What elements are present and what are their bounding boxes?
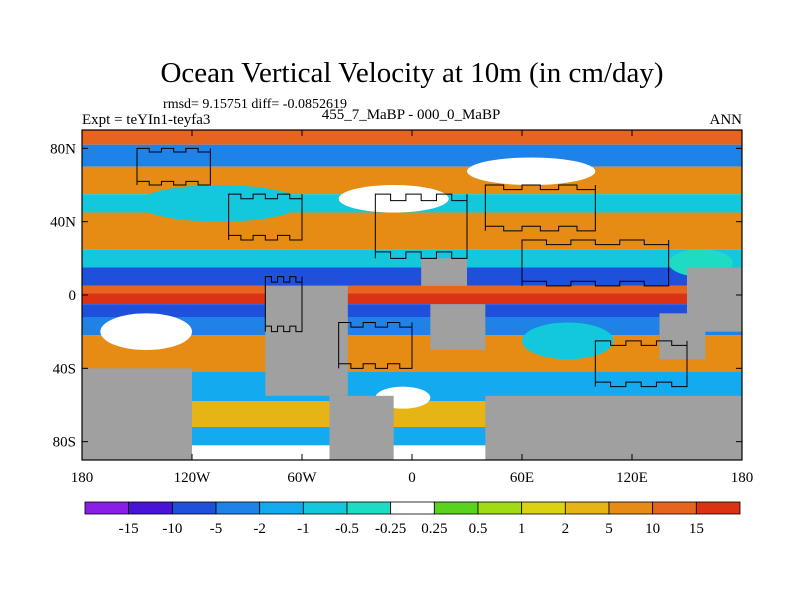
anomaly-patch-2 xyxy=(467,157,596,185)
x-tick-label: 120E xyxy=(616,470,648,486)
coastline-segment-5 xyxy=(521,239,670,287)
colorbar-label: 10 xyxy=(645,521,660,537)
colorbar-swatch xyxy=(84,501,130,515)
map-field xyxy=(82,130,742,460)
y-tick-label: 40N xyxy=(50,215,76,231)
y-axis: 80N 40N 0 40S 80S xyxy=(50,141,742,451)
colorbar-swatch xyxy=(171,501,217,515)
colorbar-swatch xyxy=(521,501,566,515)
land-mask-africa-north xyxy=(421,258,467,286)
x-tick-label: 180 xyxy=(731,470,754,486)
anomaly-patch-4 xyxy=(522,322,614,360)
colorbar-label: 2 xyxy=(562,521,570,537)
latitude-band-6 xyxy=(82,267,742,286)
colorbar-swatch xyxy=(695,501,741,515)
coastline-segment-4 xyxy=(484,184,596,232)
y-tick-label: 80N xyxy=(50,141,76,157)
x-tick-label: 0 xyxy=(408,470,416,486)
experiment-label: Expt = teYIn1-teyfa3 xyxy=(82,112,210,128)
x-tick-label: 60W xyxy=(287,470,317,486)
y-tick-label: 0 xyxy=(69,288,77,304)
colorbar-swatch xyxy=(433,501,479,515)
colorbar-label: -10 xyxy=(162,521,182,537)
colorbar-swatch xyxy=(477,501,523,515)
colorbar-swatch xyxy=(608,501,654,515)
colorbar-label: 5 xyxy=(605,521,613,537)
y-tick-label: 80S xyxy=(53,435,76,451)
colorbar-label: -0.5 xyxy=(335,521,359,537)
comparison-label: 455_7_MaBP - 000_0_MaBP xyxy=(322,107,501,123)
colorbar-swatch xyxy=(259,501,304,515)
chart-title: Ocean Vertical Velocity at 10m (in cm/da… xyxy=(160,57,663,89)
anomaly-patch-3 xyxy=(100,313,192,350)
colorbar-swatch xyxy=(128,501,173,515)
colorbar-label: -1 xyxy=(297,521,310,537)
anomaly-patch-1 xyxy=(338,185,449,213)
season-label: ANN xyxy=(710,112,743,128)
latitude-band-8 xyxy=(82,293,742,305)
colorbar-swatch xyxy=(346,501,392,515)
anomaly-patch-0 xyxy=(137,185,302,222)
coastline-segment-3 xyxy=(374,193,468,259)
colorbar-label: 0.25 xyxy=(421,521,447,537)
land-mask-south-america xyxy=(265,285,348,396)
latitude-band-7 xyxy=(82,285,742,294)
latitude-band-9 xyxy=(82,304,742,317)
land-mask-atlantic-south-land xyxy=(329,395,394,460)
colorbar-label: -2 xyxy=(253,521,266,537)
x-tick-label: 120W xyxy=(174,470,212,486)
land-mask-africa-south xyxy=(430,304,486,350)
colorbar-label: -15 xyxy=(119,521,139,537)
colorbar: -15 -10 -5 -2 -1 -0.5 -0.25 0.25 0.5 1 2 5 10 15 xyxy=(84,501,741,537)
x-tick-label: 60E xyxy=(510,470,534,486)
coastline-segment-7 xyxy=(594,340,688,388)
x-tick-label: 180 xyxy=(71,470,94,486)
colorbar-swatch xyxy=(652,501,697,515)
coastline-segment-1 xyxy=(228,193,303,241)
land-mask-asia-east xyxy=(687,267,742,332)
latitude-band-1 xyxy=(82,144,742,167)
latitude-band-0 xyxy=(82,130,742,145)
stats-label: rmsd= 9.15751 diff= -0.0852619 xyxy=(163,97,347,112)
colorbar-swatch xyxy=(302,501,348,515)
x-axis: 180 120W 60W 0 60E 120E 180 xyxy=(71,130,754,486)
colorbar-swatch xyxy=(215,501,261,515)
y-tick-label: 40S xyxy=(53,361,76,377)
coastline-segment-6 xyxy=(338,322,413,369)
colorbar-swatch xyxy=(564,501,610,515)
colorbar-label: -0.25 xyxy=(375,521,406,537)
coastline-segment-0 xyxy=(136,147,211,186)
colorbar-label: 0.5 xyxy=(469,521,488,537)
latitude-band-5 xyxy=(82,249,742,268)
land-mask-southern-indian-land xyxy=(485,395,742,460)
colorbar-label: 15 xyxy=(689,521,704,537)
coastline-outlines xyxy=(136,147,688,388)
colorbar-swatch xyxy=(390,501,435,515)
land-mask-south-pacific-land xyxy=(82,368,192,460)
colorbar-label: -5 xyxy=(210,521,223,537)
coastline-segment-2 xyxy=(264,276,303,333)
colorbar-label: 1 xyxy=(518,521,526,537)
